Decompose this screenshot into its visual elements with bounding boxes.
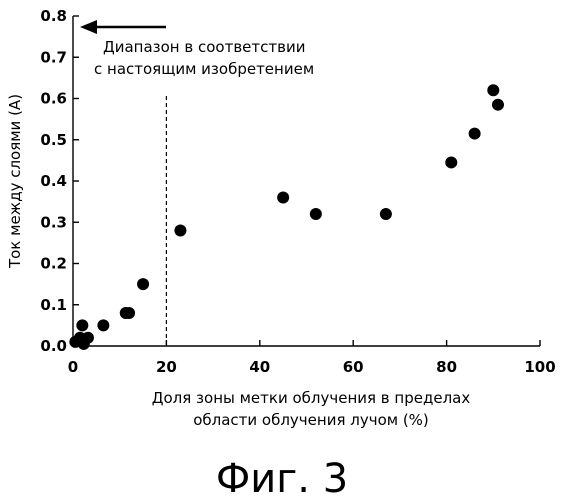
data-point	[76, 319, 88, 331]
x-tick-label: 40	[249, 358, 270, 376]
y-tick-label: 0.3	[40, 213, 67, 231]
range-arrow	[80, 20, 166, 34]
data-point	[97, 319, 109, 331]
x-tick-label: 0	[68, 358, 78, 376]
y-tick-label: 0.5	[40, 131, 67, 149]
annotation-line-1: Диапазон в соответствии	[103, 38, 305, 56]
x-tick-label: 100	[524, 358, 555, 376]
data-point	[380, 208, 392, 220]
data-point	[492, 99, 504, 111]
data-point	[310, 208, 322, 220]
data-point	[277, 192, 289, 204]
annotation-line-2: с настоящим изобретением	[94, 60, 314, 78]
y-axis-title: Ток между слоями (A)	[6, 94, 24, 269]
data-point	[82, 332, 94, 344]
data-point	[445, 156, 457, 168]
y-tick-label: 0.2	[40, 255, 67, 273]
y-tick-label: 0.7	[40, 48, 67, 66]
y-tick-label: 0.6	[40, 90, 67, 108]
x-tick-label: 80	[436, 358, 457, 376]
data-point	[469, 128, 481, 140]
y-tick-label: 0.0	[40, 337, 67, 355]
x-tick-label: 60	[343, 358, 364, 376]
x-axis-title-line-1: Доля зоны метки облучения в пределах	[152, 389, 471, 407]
data-point	[487, 84, 499, 96]
data-points	[69, 84, 504, 350]
x-axis-title-line-2: области облучения лучом (%)	[193, 411, 429, 429]
y-tick-label: 0.1	[40, 296, 67, 314]
y-tick-label: 0.4	[40, 172, 67, 190]
x-tick-label: 20	[156, 358, 177, 376]
y-tick-label: 0.8	[40, 7, 67, 25]
data-point	[123, 307, 135, 319]
data-point	[137, 278, 149, 290]
data-point	[174, 225, 186, 237]
figure-caption: Фиг. 3	[216, 456, 348, 500]
